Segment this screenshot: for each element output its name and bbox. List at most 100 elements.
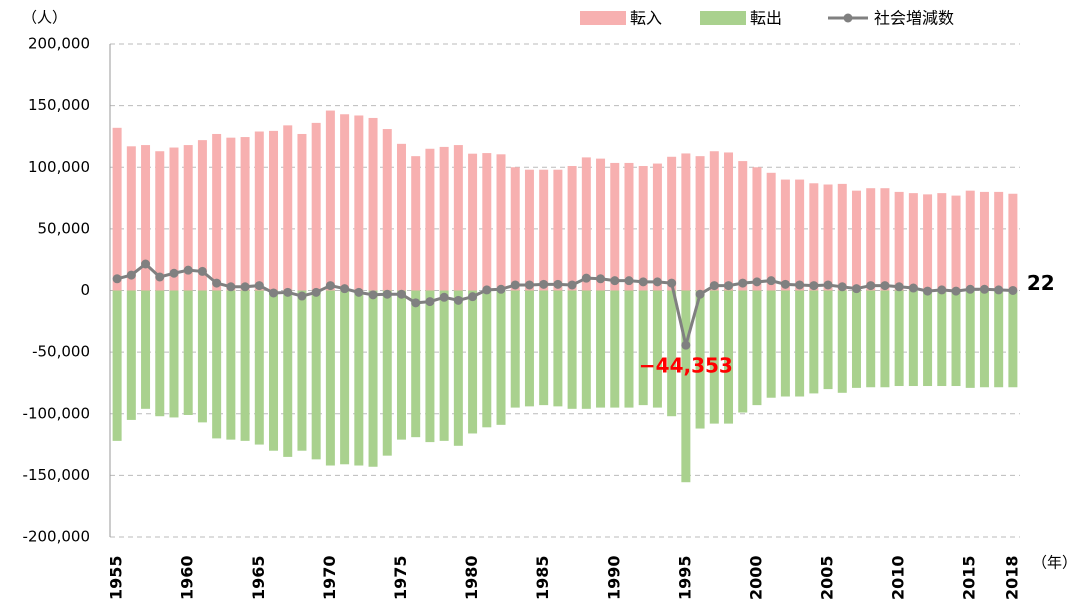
y-tick-label: -200,000: [23, 528, 90, 546]
x-tick-label: 1960: [178, 555, 197, 600]
bar: [311, 122, 321, 291]
bar: [780, 179, 790, 291]
line-marker: [553, 279, 563, 289]
bar: [425, 148, 435, 291]
bar: [141, 290, 151, 409]
x-tick-label: 2018: [1002, 555, 1021, 600]
line-marker: [638, 277, 648, 287]
legend-label: 転出: [750, 9, 782, 28]
line-marker: [311, 287, 321, 297]
x-tick-label: 1955: [107, 555, 126, 600]
bar: [923, 194, 933, 291]
line-marker: [866, 281, 876, 291]
bar: [354, 290, 364, 466]
bar: [880, 188, 890, 291]
bar: [652, 163, 662, 291]
bar: [539, 290, 549, 406]
bar: [667, 156, 677, 291]
bar: [141, 145, 151, 291]
bar: [482, 290, 492, 428]
line-marker: [155, 272, 165, 282]
bar: [510, 167, 520, 291]
line: [116, 262, 1013, 346]
line-marker: [126, 270, 136, 280]
bar: [724, 290, 734, 424]
line-marker: [539, 279, 549, 289]
bar: [823, 290, 833, 390]
bar: [795, 290, 805, 397]
bar: [496, 290, 506, 425]
y-tick-label: -150,000: [23, 466, 90, 484]
bar: [709, 290, 719, 424]
line-marker: [851, 284, 861, 294]
bar: [411, 156, 421, 291]
line-marker: [724, 281, 734, 291]
bar: [880, 290, 890, 388]
line-marker: [709, 281, 719, 291]
bar: [126, 290, 136, 420]
bar: [396, 290, 406, 440]
line-marker: [667, 278, 677, 288]
bar: [453, 290, 463, 446]
bar: [610, 290, 620, 408]
bar: [411, 290, 421, 438]
bar: [496, 154, 506, 291]
line-marker: [766, 276, 776, 286]
bar: [553, 169, 563, 291]
bar: [866, 188, 876, 291]
bar: [439, 290, 449, 441]
bar: [638, 290, 648, 406]
bar: [837, 290, 847, 393]
bar: [240, 137, 250, 291]
line-marker: [439, 292, 449, 302]
x-tick-label: 1980: [462, 555, 481, 600]
bar: [283, 125, 293, 291]
line-marker: [695, 289, 705, 299]
bar: [965, 190, 975, 291]
x-tick-label: 2000: [746, 555, 765, 600]
bar: [979, 191, 989, 291]
bar: [766, 172, 776, 291]
x-unit: （年）: [1032, 554, 1077, 572]
bar: [368, 290, 378, 467]
line-marker: [681, 340, 691, 350]
bar: [596, 290, 606, 408]
bar: [809, 183, 819, 291]
line-marker: [937, 285, 947, 295]
bar: [695, 156, 705, 291]
bar: [112, 290, 122, 441]
bar: [681, 153, 691, 291]
bar: [340, 114, 350, 291]
line-marker: [965, 284, 975, 294]
bar: [524, 290, 534, 407]
line-marker: [269, 288, 279, 298]
bar: [169, 147, 179, 291]
bar: [567, 290, 577, 409]
line-marker: [652, 277, 662, 287]
line-marker: [581, 273, 591, 283]
line-marker: [780, 279, 790, 289]
bar: [269, 130, 279, 291]
line-marker: [283, 287, 293, 297]
bar: [354, 115, 364, 291]
line-marker: [624, 276, 634, 286]
bar: [695, 290, 705, 429]
x-tick-label: 1990: [604, 555, 623, 600]
line-marker: [496, 284, 506, 294]
bar: [112, 127, 122, 291]
bar: [780, 290, 790, 397]
bar: [468, 153, 478, 291]
bar: [866, 290, 876, 388]
bar: [1008, 290, 1018, 388]
bar: [226, 137, 236, 291]
bar: [610, 162, 620, 291]
bar: [126, 146, 136, 291]
line-marker: [837, 282, 847, 292]
bar: [240, 290, 250, 441]
bar: [396, 143, 406, 291]
line-marker: [524, 280, 534, 290]
bar: [667, 290, 677, 417]
x-tick-label: 1975: [391, 555, 410, 600]
bar: [425, 290, 435, 443]
